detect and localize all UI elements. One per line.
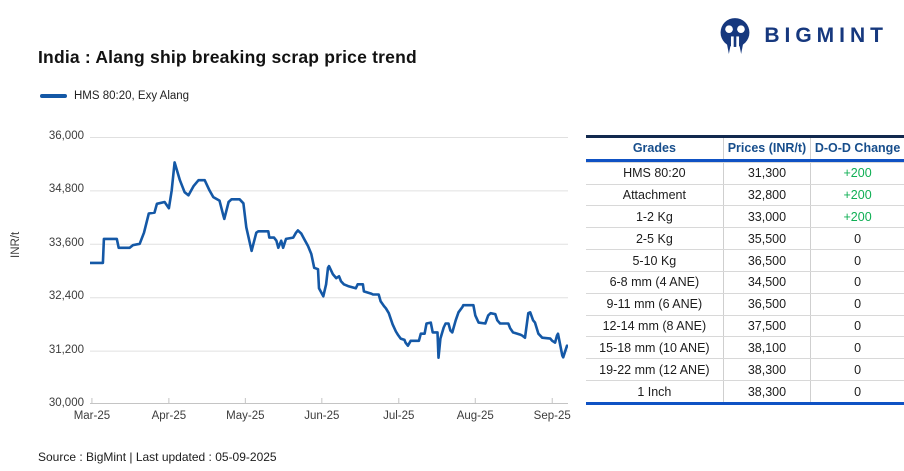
price-cell: 38,100 — [722, 337, 810, 359]
price-line-series — [90, 161, 568, 359]
dod-change-cell: +200 — [810, 206, 904, 228]
x-axis-tick-label: Mar-25 — [73, 410, 111, 422]
x-axis-tick-label: Jun-25 — [304, 410, 340, 422]
price-cell: 34,500 — [722, 271, 810, 293]
table-row: 12-14 mm (8 ANE) 37,500 0 — [586, 314, 904, 337]
page-title: India : Alang ship breaking scrap price … — [38, 47, 417, 67]
dod-change-cell: 0 — [810, 293, 904, 315]
table-row: 15-18 mm (10 ANE) 38,100 0 — [586, 336, 904, 359]
table-row: Attachment 32,800 +200 — [586, 183, 904, 206]
table-row: 9-11 mm (6 ANE) 36,500 0 — [586, 292, 904, 315]
prices-table-header-cell: Prices (INR/t) — [722, 138, 810, 159]
y-axis-tick-label: 33,600 — [48, 236, 84, 249]
table-row: HMS 80:20 31,300 +200 — [586, 161, 904, 184]
grade-cell: 15-18 mm (10 ANE) — [599, 340, 710, 355]
legend-line-swatch — [40, 94, 67, 98]
price-cell: 36,500 — [722, 250, 810, 271]
table-row: 2-5 Kg 35,500 0 — [586, 227, 904, 250]
x-axis-tick-label: Aug-25 — [456, 410, 494, 422]
grade-cell: 2-5 Kg — [635, 231, 673, 246]
y-axis-tick-label: 36,000 — [48, 130, 84, 142]
price-cell: 32,800 — [722, 184, 810, 206]
table-row: 19-22 mm (12 ANE) 38,300 0 — [586, 358, 904, 381]
prices-table-header-cell: D-O-D Change — [810, 138, 904, 159]
grade-cell: 6-8 mm (4 ANE) — [609, 275, 700, 290]
y-axis-title: INR/t — [10, 231, 22, 258]
prices-table-header-cell: Grades — [632, 141, 676, 156]
price-cell: 31,300 — [722, 162, 810, 184]
grade-cell: 9-11 mm (6 ANE) — [606, 297, 703, 312]
legend-label: HMS 80:20, Exy Alang — [74, 90, 190, 102]
bigmint-logo-icon — [720, 18, 750, 56]
grade-cell: 1-2 Kg — [635, 209, 673, 224]
price-cell: 38,300 — [722, 359, 810, 381]
dod-change-cell: +200 — [810, 184, 904, 206]
table-row: 6-8 mm (4 ANE) 34,500 0 — [586, 270, 904, 293]
table-row: 5-10 Kg 36,500 0 — [586, 249, 904, 271]
x-axis-tick-label: Sep-25 — [533, 410, 571, 422]
y-axis-tick-label: 32,400 — [48, 290, 84, 303]
dod-change-cell: 0 — [810, 337, 904, 359]
dod-change-cell: +200 — [810, 162, 904, 184]
dod-change-cell: 0 — [810, 271, 904, 293]
price-trend-chart — [90, 137, 568, 404]
price-cell: 35,500 — [722, 228, 810, 250]
table-row: 1-2 Kg 33,000 +200 — [586, 205, 904, 228]
price-cell: 37,500 — [722, 315, 810, 337]
dod-change-cell: 0 — [810, 228, 904, 250]
grade-cell: Attachment — [622, 188, 686, 203]
x-axis-tick-label: May-25 — [226, 410, 265, 422]
dod-change-cell: 0 — [810, 315, 904, 337]
dod-change-cell: 0 — [810, 250, 904, 271]
grade-cell: 19-22 mm (12 ANE) — [599, 362, 710, 377]
bigmint-logo-text: BIGMINT — [764, 24, 888, 47]
table-row: 1 Inch 38,300 0 — [586, 380, 904, 402]
grade-cell: 5-10 Kg — [632, 253, 677, 268]
dod-change-cell: 0 — [810, 359, 904, 381]
y-axis-tick-label: 31,200 — [48, 343, 84, 356]
grade-cell: 1 Inch — [637, 384, 672, 399]
chart-legend[interactable]: HMS 80:20, Exy Alang — [40, 90, 189, 102]
price-cell: 38,300 — [722, 381, 810, 402]
x-axis-tick-label: Jul-25 — [383, 410, 415, 422]
dod-change-cell: 0 — [810, 381, 904, 402]
prices-table-header: Grades Prices (INR/t) D-O-D Change — [586, 138, 904, 162]
x-axis-tick-label: Apr-25 — [151, 410, 187, 422]
bigmint-logo: BIGMINT — [714, 14, 888, 58]
y-axis-tick-label: 30,000 — [48, 397, 84, 409]
prices-table: Grades Prices (INR/t) D-O-D Change HMS 80:… — [586, 135, 904, 405]
grade-cell: HMS 80:20 — [623, 166, 686, 181]
grade-cell: 12-14 mm (8 ANE) — [602, 319, 707, 334]
price-cell: 36,500 — [722, 293, 810, 315]
source-note: Source : BigMint | Last updated : 05-09-… — [38, 450, 277, 464]
price-cell: 33,000 — [722, 206, 810, 228]
y-axis-tick-label: 34,800 — [48, 183, 84, 196]
